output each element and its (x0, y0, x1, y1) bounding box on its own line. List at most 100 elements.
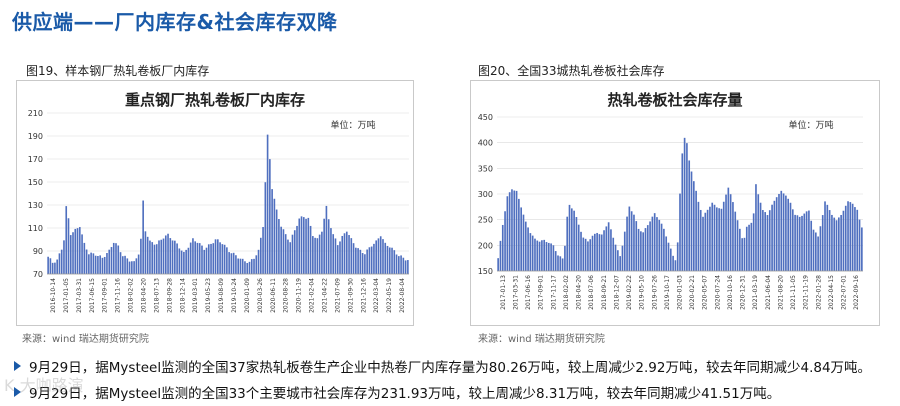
bar (501, 224, 504, 271)
bar (250, 259, 253, 274)
bar (336, 245, 339, 274)
bar (856, 209, 859, 271)
bar (287, 239, 289, 274)
bar (334, 238, 337, 274)
x-tick-label: 2020-03-26 (257, 278, 264, 313)
bar (210, 243, 212, 274)
bar (262, 227, 264, 274)
bar (819, 226, 822, 271)
bar (577, 224, 580, 271)
bar (309, 225, 312, 274)
bar (153, 244, 156, 274)
bar (183, 251, 185, 274)
bar (239, 258, 242, 274)
bar (72, 232, 74, 274)
x-tick-label: 2019-10-24 (231, 278, 238, 313)
x-tick-label: 2022-09-16 (853, 275, 860, 310)
bar (194, 241, 197, 274)
bar (207, 244, 210, 274)
bar (607, 222, 610, 271)
bar (223, 244, 226, 274)
bar (861, 227, 863, 271)
unit-label: 单位：万吨 (788, 119, 833, 131)
bar (674, 260, 677, 271)
bar (99, 255, 101, 274)
bar (727, 187, 730, 271)
bar (314, 237, 316, 274)
x-tick-label: 2019-07-26 (651, 275, 658, 310)
bar (589, 239, 592, 271)
bar (307, 217, 310, 274)
bar (382, 239, 384, 274)
x-tick-label: 2018-12-07 (613, 275, 620, 310)
bar (612, 237, 615, 271)
bar (169, 238, 172, 274)
bar (135, 258, 138, 274)
bar (646, 225, 649, 271)
bar (709, 206, 711, 271)
bar (745, 226, 748, 271)
bar (561, 258, 564, 271)
bar (844, 205, 847, 271)
bar (88, 254, 90, 274)
x-tick-label: 2017-09-01 (102, 278, 109, 313)
bar (282, 229, 285, 274)
bar (617, 250, 619, 271)
bar (801, 215, 803, 271)
bar (711, 202, 714, 271)
bar (598, 234, 601, 271)
bar (681, 153, 684, 271)
bar (541, 240, 543, 271)
x-tick-label: 2019-05-10 (639, 275, 646, 310)
x-tick-label: 2019-05-23 (205, 278, 212, 313)
x-tick-label: 2017-11-16 (115, 278, 122, 313)
bar (511, 189, 513, 271)
bar (192, 238, 194, 274)
bar (692, 181, 695, 271)
bar (732, 202, 734, 271)
bar (259, 237, 262, 274)
bar (697, 201, 700, 271)
bar (131, 261, 133, 274)
bar (368, 247, 371, 274)
bar (557, 255, 559, 271)
bar (805, 211, 808, 271)
bar (400, 255, 402, 274)
bar (176, 243, 178, 274)
bar (651, 216, 654, 271)
x-tick-label: 2019-08-09 (218, 278, 225, 313)
bar (584, 238, 587, 271)
bar (716, 207, 718, 271)
bar (375, 240, 378, 274)
x-tick-label: 2020-02-21 (689, 275, 696, 310)
bar (398, 256, 400, 274)
bar (614, 244, 617, 271)
bar (858, 219, 861, 271)
bar (660, 223, 663, 271)
bar (94, 255, 97, 274)
bar (325, 205, 328, 274)
bar (81, 234, 83, 274)
bar (506, 196, 509, 271)
x-tick-label: 2017-09-01 (538, 275, 545, 310)
y-tick-label: 200 (478, 241, 493, 250)
bar (339, 241, 341, 274)
bar (341, 235, 344, 274)
bar (162, 238, 165, 274)
bar (547, 242, 550, 271)
x-tick-label: 2021-03-19 (752, 275, 759, 310)
bar (83, 242, 86, 274)
bar (167, 233, 169, 274)
x-tick-label: 2018-07-06 (588, 275, 595, 310)
bar (743, 237, 746, 271)
bar (798, 216, 801, 271)
bar (762, 210, 764, 271)
bar (635, 221, 638, 271)
x-tick-label: 2018-09-21 (601, 275, 608, 310)
bar (653, 213, 656, 271)
bar (269, 159, 271, 274)
bar (121, 256, 124, 274)
bar (189, 242, 192, 274)
bar (575, 217, 578, 271)
bar (257, 249, 260, 274)
